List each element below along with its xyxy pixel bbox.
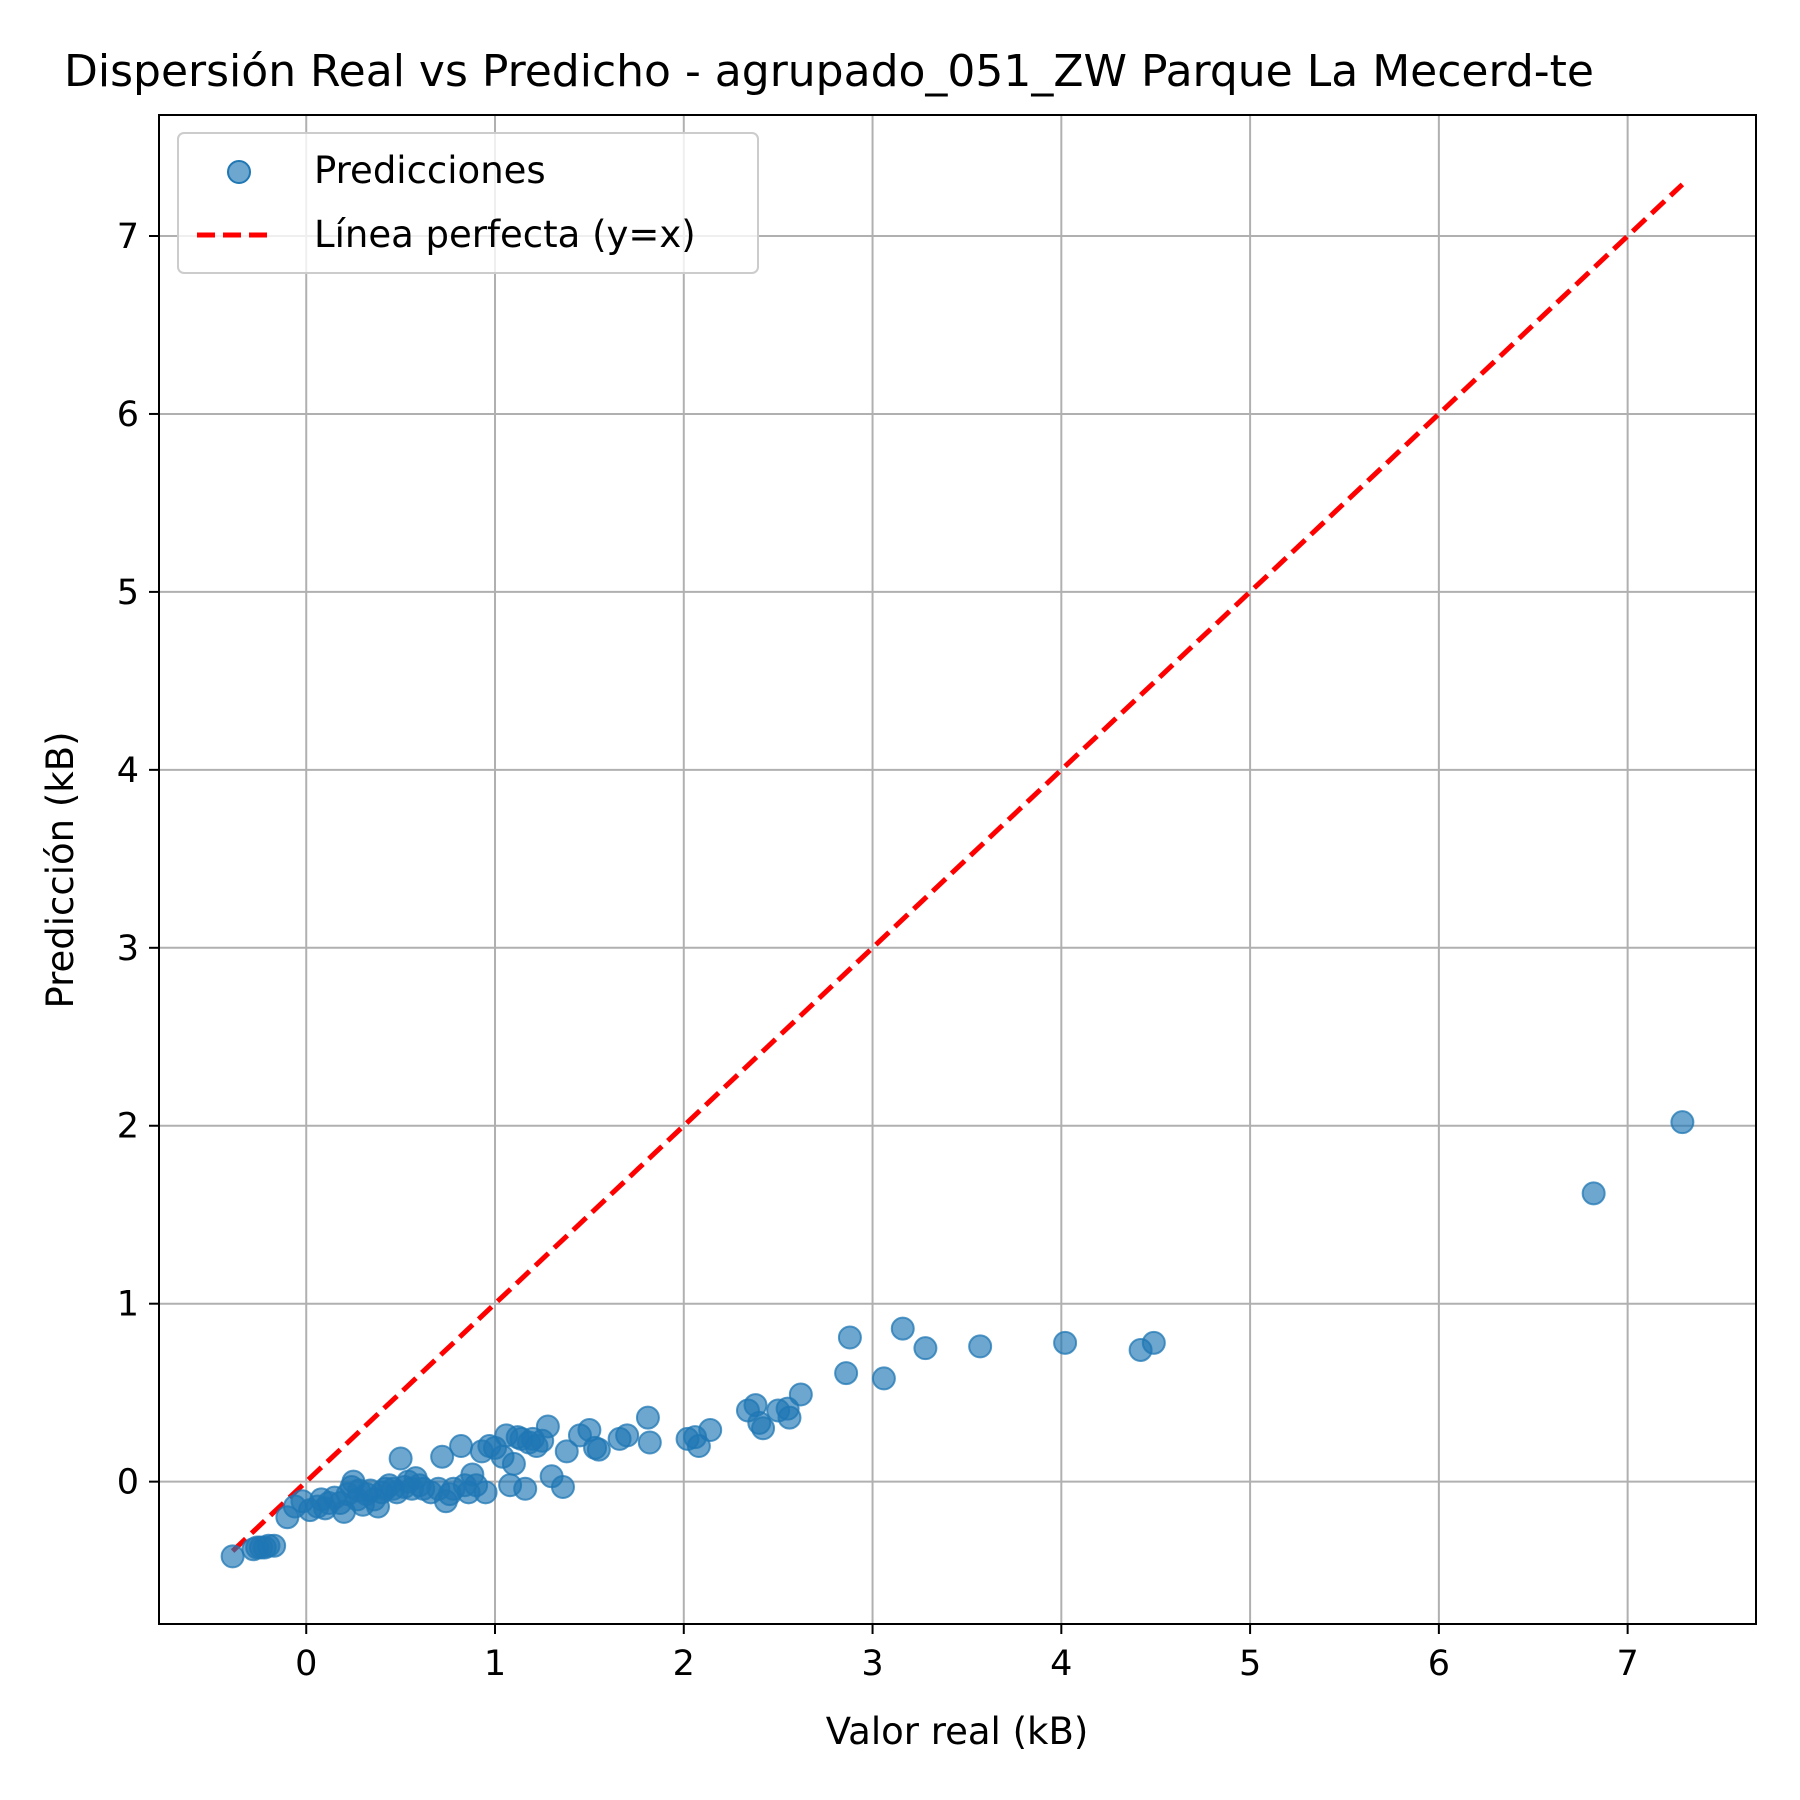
x-axis-label: Valor real (kB)	[826, 1710, 1089, 1753]
y-tick-label: 3	[117, 929, 139, 969]
scatter-point	[1581, 1181, 1606, 1206]
x-axis-ticks: 0 1 2 3 4 5 6 7	[295, 1624, 1639, 1684]
scatter-point	[262, 1533, 287, 1558]
scatter-point	[430, 1444, 455, 1469]
scatter-point	[615, 1423, 640, 1448]
points-layer	[220, 1110, 1695, 1569]
scatter-point	[890, 1316, 915, 1341]
scatter-point	[788, 1382, 813, 1407]
scatter-point	[751, 1416, 776, 1441]
x-tick-label: 5	[1239, 1644, 1261, 1684]
plot-frame	[158, 114, 1757, 1625]
y-tick-label: 5	[117, 573, 139, 613]
scatter-point	[635, 1405, 660, 1430]
scatter-point	[388, 1446, 413, 1471]
x-tick-label: 3	[861, 1644, 883, 1684]
scatter-point	[686, 1434, 711, 1459]
scatter-point	[501, 1451, 526, 1476]
legend-box	[177, 132, 759, 274]
scatter-point	[871, 1366, 896, 1391]
x-tick-label: 6	[1428, 1644, 1450, 1684]
grid	[159, 115, 1756, 1624]
x-tick-label: 4	[1050, 1644, 1072, 1684]
scatter-point	[777, 1405, 802, 1430]
scatter-point	[586, 1437, 611, 1462]
perfect-line	[230, 182, 1685, 1553]
y-tick-label: 2	[117, 1107, 139, 1147]
legend: Predicciones Línea perfecta (y=x)	[177, 132, 759, 274]
scatter-point	[513, 1476, 538, 1501]
y-tick-label: 4	[117, 751, 139, 791]
scatter-point	[473, 1480, 498, 1505]
x-tick-label: 2	[673, 1644, 695, 1684]
scatter-point	[698, 1418, 723, 1443]
x-tick-label: 1	[484, 1644, 506, 1684]
y-tick-label: 6	[117, 395, 139, 435]
y-tick-label: 7	[117, 217, 139, 257]
x-tick-label: 7	[1616, 1644, 1638, 1684]
y-axis-ticks: 0 1 2 3 4 5 6 7	[117, 217, 159, 1503]
scatter-point	[554, 1439, 579, 1464]
chart-title: Dispersión Real vs Predicho - agrupado_0…	[64, 46, 1594, 97]
scatter-point	[535, 1414, 560, 1439]
line-layer	[230, 182, 1685, 1553]
y-tick-label: 1	[117, 1285, 139, 1325]
scatter-point	[637, 1430, 662, 1455]
scatter-point	[913, 1336, 938, 1361]
scatter-point	[834, 1361, 859, 1386]
legend-label-linea-perfecta: Línea perfecta (y=x)	[314, 213, 696, 256]
scatter-point	[220, 1544, 245, 1569]
y-tick-label: 0	[117, 1463, 139, 1503]
scatter-point	[837, 1325, 862, 1350]
scatter-point	[1141, 1330, 1166, 1355]
legend-scatter-marker	[227, 160, 251, 184]
y-axis-label: Predicción (kB)	[39, 731, 82, 1008]
scatter-point	[968, 1334, 993, 1359]
scatter-point	[449, 1434, 474, 1459]
scatter-point	[550, 1474, 575, 1499]
x-tick-label: 0	[295, 1644, 317, 1684]
legend-label-predicciones: Predicciones	[314, 149, 546, 192]
scatter-point	[1670, 1110, 1695, 1135]
scatter-point	[1053, 1330, 1078, 1355]
